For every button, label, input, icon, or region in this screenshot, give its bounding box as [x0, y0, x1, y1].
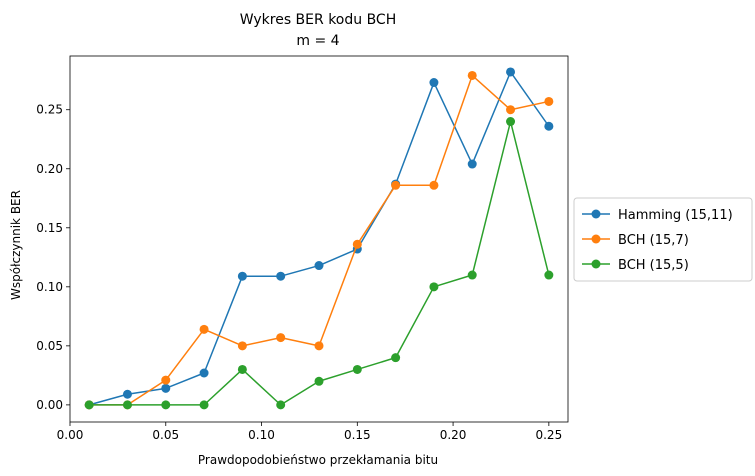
x-tick-label: 0.05: [152, 428, 179, 442]
data-point: [467, 270, 477, 280]
data-point: [314, 376, 324, 386]
chart-title: Wykres BER kodu BCH: [240, 12, 396, 28]
data-point: [161, 400, 171, 410]
data-point: [506, 105, 516, 115]
legend-marker: [591, 259, 601, 269]
data-point: [199, 400, 209, 410]
chart-subtitle: m = 4: [296, 33, 339, 49]
y-tick-label: 0.10: [36, 280, 63, 294]
data-point: [237, 271, 247, 281]
x-axis-label: Prawdopodobieństwo przekłamania bitu: [198, 453, 438, 467]
data-point: [467, 70, 477, 80]
data-point: [544, 121, 554, 131]
data-point: [199, 324, 209, 334]
data-point: [506, 67, 516, 77]
x-tick-label: 0.00: [57, 428, 84, 442]
data-point: [122, 400, 132, 410]
y-tick-label: 0.00: [36, 398, 63, 412]
data-point: [161, 375, 171, 385]
data-point: [84, 400, 94, 410]
data-point: [276, 271, 286, 281]
data-point: [237, 341, 247, 351]
plot-area: [84, 67, 554, 410]
axes: 0.00 0.05 0.10 0.15 0.20 0.25 0.00 0.05 0.10 0.15…: [36, 55, 569, 442]
data-point: [429, 180, 439, 190]
data-point: [276, 400, 286, 410]
x-tick-label: 0.10: [248, 428, 275, 442]
legend: Hamming (15,11) BCH (15,7) BCH (15,5): [573, 197, 753, 282]
data-point: [506, 117, 516, 127]
data-point: [237, 364, 247, 374]
x-tick-label: 0.25: [535, 428, 562, 442]
data-point: [314, 341, 324, 351]
legend-entry-label: BCH (15,7): [618, 233, 689, 248]
data-point: [352, 239, 362, 249]
data-point: [391, 180, 401, 190]
data-point: [429, 282, 439, 292]
y-tick-label: 0.20: [36, 162, 63, 176]
legend-entry-label: BCH (15,5): [618, 258, 689, 273]
legend-marker: [591, 209, 601, 219]
y-tick-label: 0.25: [36, 103, 63, 117]
data-point: [314, 261, 324, 271]
data-point: [544, 96, 554, 106]
axes-frame: [69, 55, 569, 423]
y-tick-label: 0.05: [36, 339, 63, 353]
y-axis-label: Współczynnik BER: [9, 190, 23, 300]
legend-box: [573, 197, 753, 282]
data-point: [352, 364, 362, 374]
data-point: [467, 159, 477, 169]
data-point: [161, 383, 171, 393]
legend-entry-label: Hamming (15,11): [618, 208, 733, 223]
data-point: [544, 270, 554, 280]
y-tick-label: 0.15: [36, 221, 63, 235]
data-point: [122, 389, 132, 399]
data-point: [429, 78, 439, 88]
data-point: [276, 333, 286, 343]
x-tick-label: 0.15: [344, 428, 371, 442]
data-point: [199, 368, 209, 378]
data-point: [391, 353, 401, 363]
legend-marker: [591, 234, 601, 244]
x-tick-label: 0.20: [440, 428, 467, 442]
